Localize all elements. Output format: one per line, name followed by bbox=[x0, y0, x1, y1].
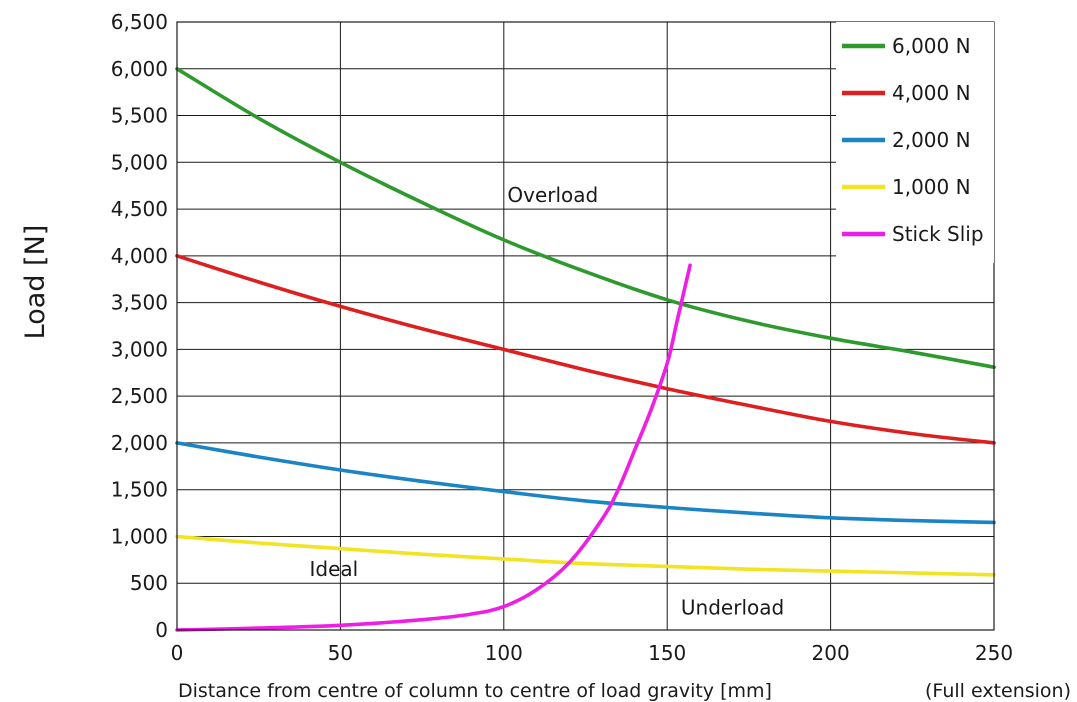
series-lines bbox=[175, 67, 996, 632]
region-label: Underload bbox=[681, 596, 784, 620]
series-line-stick-slip bbox=[175, 263, 692, 632]
y-tick-label: 2,000 bbox=[111, 431, 168, 455]
x-axis-note: (Full extension) bbox=[925, 680, 1071, 702]
x-axis-label: Distance from centre of column to centre… bbox=[178, 680, 772, 702]
y-axis-ticks: 0 500 1,000 1,500 2,000 2,500 3,000 3,500 4,000 4… bbox=[111, 10, 168, 642]
series-line-4-000-n bbox=[175, 254, 996, 445]
x-tick-label: 250 bbox=[975, 641, 1013, 665]
y-tick-label: 3,000 bbox=[111, 337, 168, 361]
legend: 6,000 N 4,000 N 2,000 N 1,000 N Stick Slip bbox=[836, 22, 994, 263]
y-tick-label: 2,500 bbox=[111, 384, 168, 408]
x-tick-label: 200 bbox=[812, 641, 850, 665]
region-annotations: Overload Ideal Underload bbox=[310, 183, 785, 620]
y-tick-label: 0 bbox=[155, 618, 168, 642]
y-tick-label: 6,500 bbox=[111, 10, 168, 34]
legend-label: 1,000 N bbox=[892, 175, 971, 199]
series-line-1-000-n bbox=[175, 534, 996, 577]
series-line-2-000-n bbox=[175, 441, 996, 525]
region-label: Ideal bbox=[310, 557, 359, 581]
x-axis-ticks: 0 50 100 150 200 250 bbox=[171, 641, 1013, 665]
legend-label: 6,000 N bbox=[892, 34, 971, 58]
y-axis-label: Load [N] bbox=[20, 225, 51, 340]
x-tick-label: 50 bbox=[328, 641, 353, 665]
y-tick-label: 5,500 bbox=[111, 104, 168, 128]
y-tick-label: 4,500 bbox=[111, 197, 168, 221]
y-tick-label: 5,000 bbox=[111, 150, 168, 174]
y-tick-label: 500 bbox=[130, 571, 168, 595]
legend-label: 4,000 N bbox=[892, 81, 971, 105]
legend-label: 2,000 N bbox=[892, 128, 971, 152]
y-tick-label: 1,000 bbox=[111, 524, 168, 548]
y-tick-label: 6,000 bbox=[111, 57, 168, 81]
x-tick-label: 100 bbox=[485, 641, 523, 665]
legend-background bbox=[836, 22, 994, 263]
region-label: Overload bbox=[507, 183, 598, 207]
legend-label: Stick Slip bbox=[892, 222, 984, 246]
y-tick-label: 4,000 bbox=[111, 244, 168, 268]
series-line-6-000-n bbox=[175, 67, 996, 369]
x-tick-label: 0 bbox=[171, 641, 184, 665]
x-tick-label: 150 bbox=[648, 641, 686, 665]
y-tick-label: 3,500 bbox=[111, 291, 168, 315]
y-tick-label: 1,500 bbox=[111, 478, 168, 502]
plot-frame bbox=[176, 21, 995, 631]
